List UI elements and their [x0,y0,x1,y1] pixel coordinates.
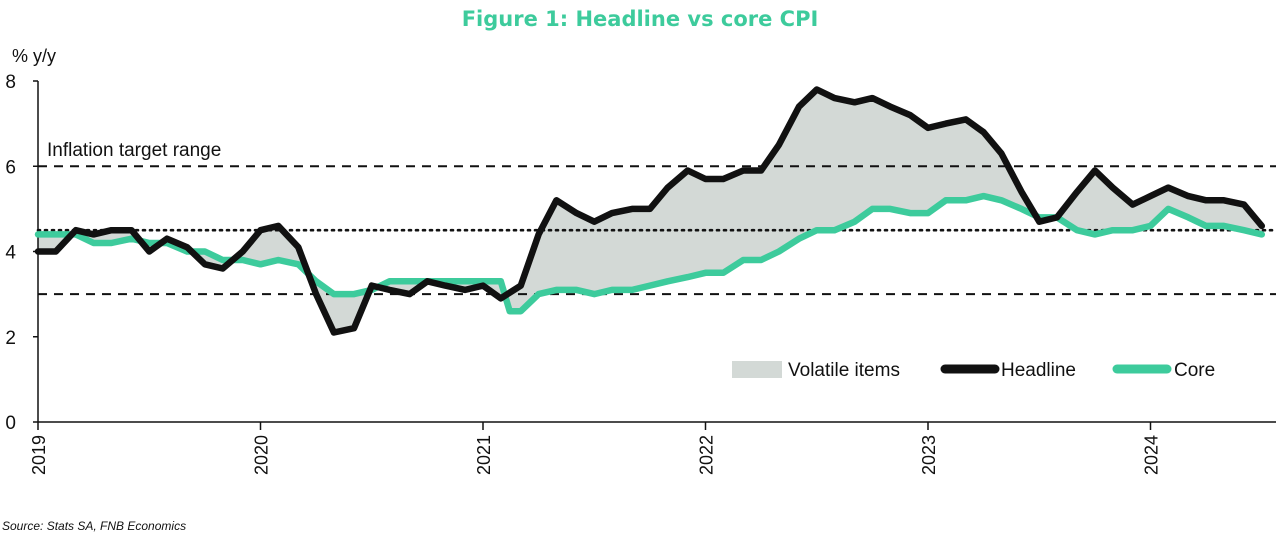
x-tick-label: 2021 [474,435,494,475]
y-axis-label: % y/y [12,46,56,66]
y-tick-label: 6 [5,157,16,178]
x-tick-label: 2022 [697,435,717,475]
x-tick-label: 2019 [29,435,49,475]
x-tick-label: 2023 [919,435,939,475]
plot-area: 0 2 4 6 8 2019 2020 2021 2022 2023 2024 [5,72,1278,475]
legend-label-volatile: Volatile items [788,360,900,381]
y-tick-label: 2 [5,328,16,349]
chart-title: Figure 1: Headline vs core CPI [462,7,819,31]
x-tick-label: 2024 [1142,435,1162,475]
y-tick-label: 8 [5,72,16,93]
y-tick-label: 4 [5,243,16,264]
source-note: Source: Stats SA, FNB Economics [2,519,186,533]
legend-label-headline: Headline [1001,360,1076,381]
legend: Volatile items Headline Core [732,360,1215,381]
x-tick-label: 2020 [252,435,272,475]
legend-label-core: Core [1174,360,1215,381]
target-range-annotation: Inflation target range [47,140,221,161]
legend-swatch-volatile [732,361,782,378]
y-tick-label: 0 [5,413,16,434]
headline-series-line [34,86,1266,336]
